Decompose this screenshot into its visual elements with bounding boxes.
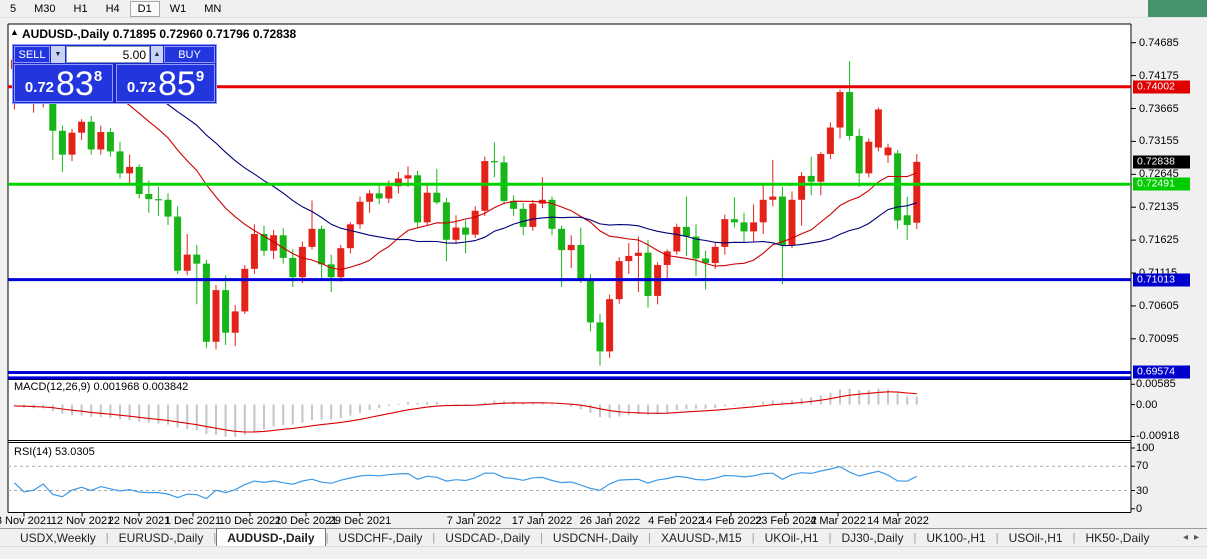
- bid-price-display[interactable]: 0.72 83 8: [14, 64, 113, 102]
- date-axis-label: 14 Feb 2022: [700, 515, 762, 527]
- date-axis-label: 23 Feb 2022: [755, 515, 817, 527]
- chart-tab-usdx-weekly[interactable]: USDX,Weekly: [20, 530, 96, 545]
- price-tick-label: 0.73665: [1139, 102, 1179, 115]
- volume-input[interactable]: [66, 46, 150, 63]
- chart-tab-bar: USDX,Weekly | EURUSD-,Daily | AUDUSD-,Daily |…: [0, 528, 1207, 546]
- date-axis-label: 4 Mar 2022: [810, 515, 866, 527]
- chart-tab-uk100-h1[interactable]: UK100-,H1: [926, 530, 986, 545]
- price-level-badge: 0.71013: [1133, 273, 1190, 287]
- ask-main-digits: 85: [158, 64, 196, 103]
- timeframe-button-MN[interactable]: MN: [204, 2, 222, 15]
- timeframe-button-M30[interactable]: M30: [34, 2, 56, 15]
- ask-price-display[interactable]: 0.72 85 9: [116, 64, 215, 102]
- date-axis-label: 12 Nov 2021: [50, 515, 114, 527]
- timeframe-button-5[interactable]: 5: [10, 2, 17, 15]
- bid-pip-digit: 8: [93, 68, 103, 85]
- chart-tab-usdchf-daily[interactable]: USDCHF-,Daily: [338, 530, 423, 545]
- chart-tab-xauusd-m15[interactable]: XAUUSD-,M15: [661, 530, 742, 545]
- chart-tab-audusd-daily[interactable]: AUDUSD-,Daily: [216, 528, 326, 546]
- timeframe-button-W1[interactable]: W1: [169, 2, 187, 15]
- macd-scale-label: -0.00918: [1136, 430, 1180, 443]
- tab-separator: |: [325, 531, 329, 544]
- price-tick-label: 0.70095: [1139, 332, 1179, 345]
- rsi-scale-label: 100: [1136, 442, 1155, 454]
- macd-scale-label: 0.00: [1136, 398, 1158, 411]
- rsi-scale-label: 0: [1136, 502, 1143, 515]
- one-click-trade-panel: SELL ▼ ▲ BUY 0.72 83 8 0.72 85 9: [12, 44, 217, 104]
- chart-title: AUDUSD-,Daily 0.71895 0.72960 0.71796 0.…: [22, 27, 296, 41]
- timeframe-button-D1[interactable]: D1: [129, 0, 160, 17]
- chart-tab-usdcnh-daily[interactable]: USDCNH-,Daily: [552, 530, 639, 545]
- rsi-scale-label: 70: [1136, 460, 1149, 473]
- tab-separator: |: [1072, 531, 1076, 544]
- price-level-badge: 0.72838: [1133, 155, 1190, 169]
- date-axis-label: 3 Nov 2021: [0, 515, 53, 527]
- date-axis-label: 7 Jan 2022: [446, 515, 502, 527]
- toolbar-accent-block: [1148, 0, 1207, 17]
- tab-separator: |: [648, 531, 652, 544]
- chart-tab-dj30-daily[interactable]: DJ30-,Daily: [841, 530, 904, 545]
- date-axis-label: 1 Dec 2021: [164, 515, 222, 527]
- timeframe-button-H4[interactable]: H4: [105, 2, 120, 15]
- date-axis-label: 29 Dec 2021: [328, 515, 392, 527]
- chart-background: [8, 24, 1132, 513]
- price-tick-label: 0.70605: [1139, 299, 1179, 312]
- price-tick-label: 0.73155: [1139, 135, 1179, 148]
- volume-dropdown-icon[interactable]: ▼: [51, 46, 65, 63]
- ask-prefix: 0.72: [126, 79, 157, 96]
- price-tick-label: 0.72135: [1139, 201, 1179, 214]
- chart-tab-ukoil-h1[interactable]: UKOil-,H1: [764, 530, 819, 545]
- macd-scale-label: 0.00585: [1136, 378, 1176, 391]
- timeframe-toolbar: 5 M30 H1 H4 D1 W1 MN: [0, 0, 1207, 18]
- status-strip: [0, 546, 1207, 559]
- sell-button[interactable]: SELL: [14, 46, 50, 63]
- pane-separator-rsi[interactable]: [0, 438, 1207, 443]
- ohlc-values: 0.71895 0.72960 0.71796 0.72838: [112, 27, 297, 41]
- price-tick-label: 0.71625: [1139, 234, 1179, 247]
- price-level-badge: 0.72491: [1133, 177, 1190, 191]
- tab-separator: |: [828, 531, 832, 544]
- rsi-label: RSI(14) 53.0305: [14, 446, 95, 458]
- tab-separator: |: [105, 531, 109, 544]
- macd-label: MACD(12,26,9) 0.001968 0.003842: [14, 381, 189, 393]
- tab-separator: |: [751, 531, 755, 544]
- chart-tab-hk50-daily[interactable]: HK50-,Daily: [1085, 530, 1150, 545]
- date-axis-label: 14 Mar 2022: [867, 515, 929, 527]
- ask-pip-digit: 9: [195, 68, 205, 85]
- pane-separator-macd[interactable]: [0, 375, 1207, 380]
- buy-button[interactable]: BUY: [164, 46, 215, 63]
- price-tick-label: 0.74685: [1139, 36, 1179, 49]
- price-level-badge: 0.69574: [1133, 365, 1190, 379]
- rsi-scale-label: 30: [1136, 484, 1149, 497]
- date-axis-label: 4 Feb 2022: [648, 515, 704, 527]
- tab-separator: |: [913, 531, 917, 544]
- tab-separator: |: [432, 531, 436, 544]
- tab-scroll-controls: ◂ ▸: [1183, 529, 1207, 546]
- tab-separator: |: [539, 531, 543, 544]
- date-axis-label: 10 Dec 2021: [218, 515, 282, 527]
- symbol-period-label: AUDUSD-,Daily: [22, 27, 110, 41]
- chart-tab-usdcad-daily[interactable]: USDCAD-,Daily: [445, 530, 530, 545]
- date-axis-label: 17 Jan 2022: [511, 515, 573, 527]
- tab-separator: |: [995, 531, 999, 544]
- chart-marker-icon: ▲: [10, 27, 19, 37]
- price-tick-label: 0.72645: [1139, 168, 1179, 181]
- date-axis-label: 22 Nov 2021: [107, 515, 171, 527]
- volume-increase-icon[interactable]: ▲: [151, 46, 163, 63]
- tab-separator: |: [213, 531, 217, 544]
- date-axis-label: 20 Dec 2021: [274, 515, 338, 527]
- tab-scroll-left-icon[interactable]: ◂: [1182, 532, 1188, 543]
- price-tick-label: 0.74175: [1139, 69, 1179, 82]
- chart-tab-eurusd-daily[interactable]: EURUSD-,Daily: [118, 530, 204, 545]
- tab-scroll-right-icon[interactable]: ▸: [1193, 532, 1199, 543]
- bid-main-digits: 83: [56, 64, 94, 103]
- date-axis-label: 26 Jan 2022: [579, 515, 641, 527]
- chart-tab-usoil-h1[interactable]: USOil-,H1: [1008, 530, 1063, 545]
- price-level-badge: 0.74002: [1133, 80, 1190, 94]
- timeframe-button-H1[interactable]: H1: [73, 2, 88, 15]
- bid-prefix: 0.72: [24, 79, 55, 96]
